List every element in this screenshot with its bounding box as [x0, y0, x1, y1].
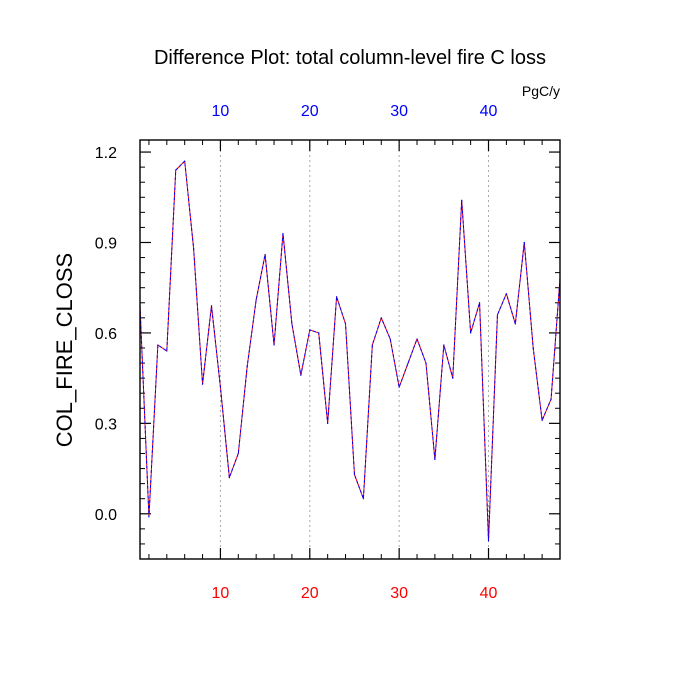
series-line-primary [139, 160, 561, 542]
data-point [461, 199, 463, 201]
data-point [371, 344, 373, 346]
data-point [505, 293, 507, 295]
data-point [219, 386, 222, 388]
series-lines [139, 160, 561, 542]
x-tick-label-bottom: 40 [480, 585, 498, 602]
data-point [452, 377, 454, 379]
y-tick-label: 0.6 [95, 326, 117, 343]
y-tick-label: 0.9 [95, 235, 117, 252]
data-point [380, 317, 382, 319]
data-point [470, 332, 472, 334]
data-point [201, 383, 204, 385]
data-point [389, 338, 391, 340]
data-point [273, 344, 275, 346]
data-point [550, 398, 552, 400]
data-point [523, 241, 525, 244]
units-label: PgC/y [522, 83, 560, 99]
data-point [237, 452, 239, 455]
data-point [318, 332, 320, 334]
data-point [166, 350, 168, 352]
data-point [541, 419, 543, 421]
x-tick-label-bottom: 10 [212, 585, 230, 602]
data-point [434, 458, 436, 461]
axis-ticks [140, 140, 561, 559]
data-point [362, 498, 365, 500]
chart-title: Difference Plot: total column-level fire… [154, 47, 546, 69]
data-point [309, 329, 311, 331]
data-point [300, 374, 302, 376]
data-point [443, 344, 445, 346]
x-tick-label-bottom: 20 [301, 585, 319, 602]
data-point [264, 253, 266, 256]
data-point [416, 338, 418, 340]
data-point [425, 362, 427, 364]
data-point [148, 516, 150, 518]
data-point [514, 323, 516, 325]
plot-frame [139, 139, 561, 560]
y-axis-label: COL_FIRE_CLOSS [52, 253, 77, 447]
data-point [157, 344, 159, 346]
data-point [175, 169, 177, 171]
data-point [327, 422, 329, 424]
data-point [344, 323, 347, 325]
data-point [228, 477, 230, 479]
x-tick-label-top: 40 [480, 103, 498, 120]
data-point [193, 247, 195, 250]
y-tick-label: 0.0 [95, 507, 117, 524]
x-tick-label-bottom: 30 [390, 585, 408, 602]
data-point [407, 362, 409, 364]
data-point [210, 305, 213, 307]
data-point [478, 302, 481, 304]
data-point [353, 473, 356, 476]
data-point [184, 160, 186, 162]
data-point [255, 299, 257, 301]
data-point [496, 314, 499, 316]
tick-labels: 10 10 20 20 30 30 40 40 0.0 0.3 0.6 0.9 1.2 [95, 103, 498, 602]
data-point [487, 540, 490, 542]
x-tick-label-top: 10 [212, 103, 230, 120]
data-point [246, 365, 248, 367]
x-tick-label-top: 30 [390, 103, 408, 120]
y-tick-label: 1.2 [95, 145, 117, 162]
x-tick-label-top: 20 [301, 103, 319, 120]
data-point [532, 347, 534, 349]
data-point [398, 386, 400, 388]
grid-lines [219, 140, 490, 559]
data-point [291, 323, 293, 325]
data-point [335, 296, 338, 298]
data-point [282, 232, 284, 235]
series-line-secondary [139, 160, 561, 542]
y-tick-label: 0.3 [95, 416, 117, 433]
